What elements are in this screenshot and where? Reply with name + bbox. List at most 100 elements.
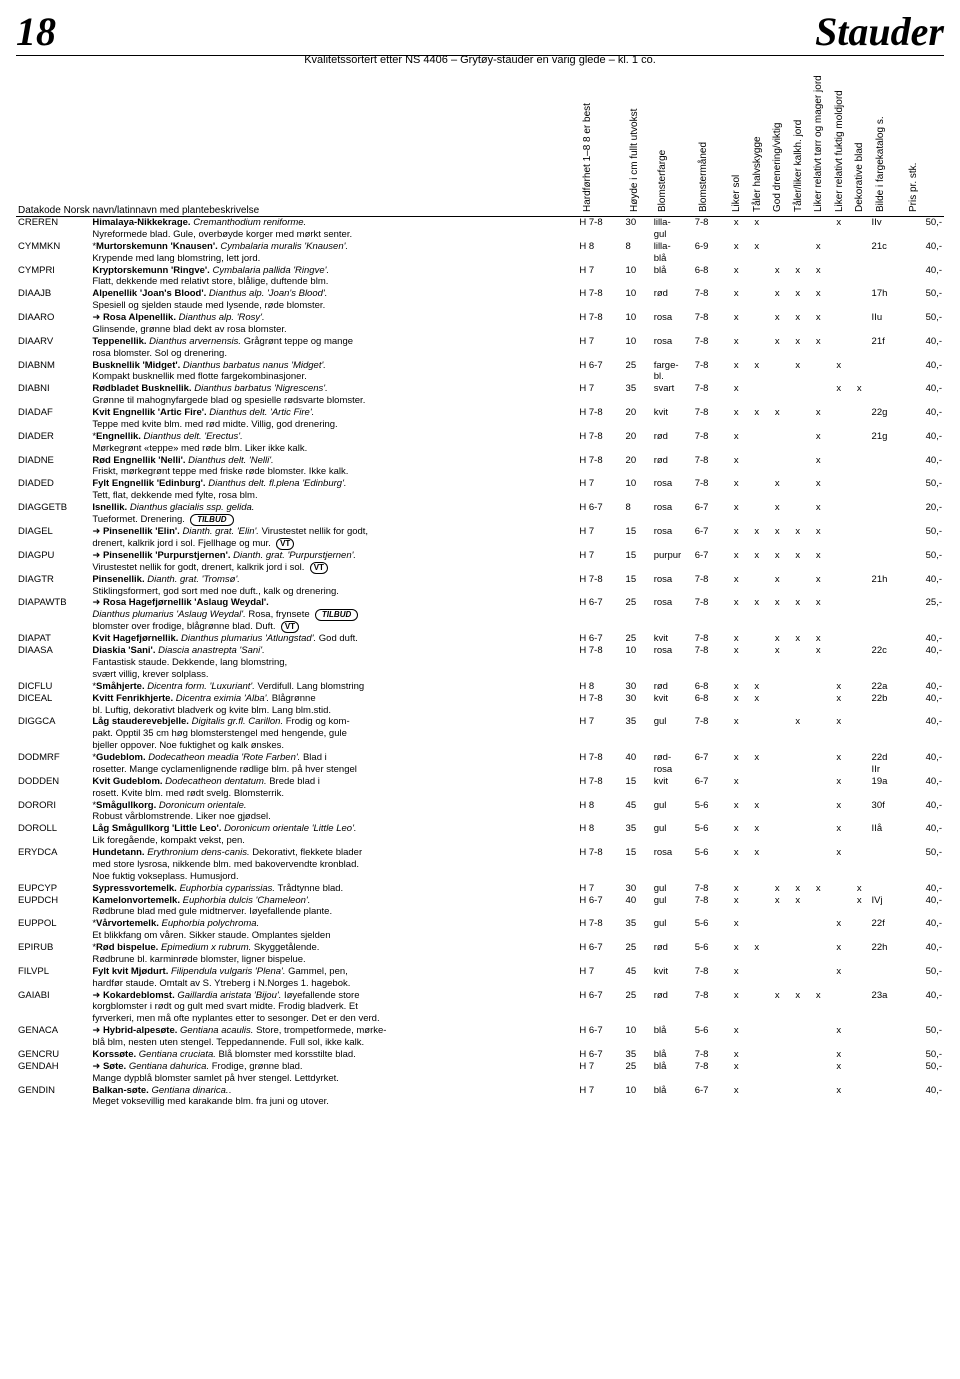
color-cell: rosa — [652, 645, 693, 681]
month-cell: 7-8 — [693, 895, 726, 919]
mark-cell — [849, 693, 870, 717]
mark-cell: x — [829, 1025, 850, 1049]
height-cell: 10 — [624, 1025, 652, 1049]
mark-cell — [747, 455, 768, 479]
mark-cell — [849, 966, 870, 990]
color-cell: rød — [652, 942, 693, 966]
mark-cell — [849, 776, 870, 800]
mark-cell: x — [747, 823, 768, 847]
month-cell: 6-8 — [693, 265, 726, 289]
mark-cell — [788, 918, 809, 942]
img-ref-cell — [870, 633, 903, 645]
hardiness-cell: H 7-8 — [577, 574, 623, 598]
month-cell: 5-6 — [693, 1025, 726, 1049]
img-ref-cell: 21g — [870, 431, 903, 455]
mark-cell: x — [726, 693, 747, 717]
mark-cell — [767, 431, 788, 455]
height-cell: 25 — [624, 360, 652, 384]
mark-cell — [808, 1061, 829, 1085]
desc-cell: *Vårvortemelk. Euphorbia polychroma.Et b… — [90, 918, 577, 942]
mark-cell: x — [829, 716, 850, 752]
mark-cell — [788, 800, 809, 824]
hardiness-cell: H 6-7 — [577, 895, 623, 919]
mark-cell: x — [726, 800, 747, 824]
mark-cell — [767, 1049, 788, 1061]
month-cell: 7-8 — [693, 645, 726, 681]
mark-cell — [808, 966, 829, 990]
mark-cell: x — [788, 716, 809, 752]
mark-cell — [808, 681, 829, 693]
hardiness-cell: H 8 — [577, 800, 623, 824]
mark-cell — [788, 681, 809, 693]
color-cell: rosa — [652, 336, 693, 360]
mark-cell: x — [808, 550, 829, 574]
price-cell: 50,- — [903, 550, 944, 574]
price-cell: 40,- — [903, 265, 944, 289]
mark-cell — [808, 1049, 829, 1061]
mark-cell — [808, 693, 829, 717]
mark-cell: x — [808, 312, 829, 336]
color-cell: blå — [652, 1061, 693, 1085]
month-cell: 6-8 — [693, 681, 726, 693]
mark-cell — [747, 1061, 768, 1085]
month-cell: 6-9 — [693, 241, 726, 265]
mark-cell: x — [829, 752, 850, 776]
hardiness-cell: H 7 — [577, 478, 623, 502]
mark-cell: x — [788, 990, 809, 1026]
mark-cell: x — [767, 407, 788, 431]
code-cell: DIAGPU — [16, 550, 90, 574]
month-cell: 6-7 — [693, 1085, 726, 1109]
mark-cell: x — [849, 895, 870, 919]
hardiness-cell: H 7-8 — [577, 288, 623, 312]
mark-cell: x — [747, 360, 768, 384]
code-cell: DIADER — [16, 431, 90, 455]
mark-cell: x — [767, 478, 788, 502]
mark-cell: x — [726, 574, 747, 598]
desc-cell: *Smågullkorg. Doronicum orientale.Robust… — [90, 800, 577, 824]
color-cell: kvit — [652, 776, 693, 800]
mark-cell: x — [747, 407, 768, 431]
mark-cell — [788, 574, 809, 598]
code-cell: DIAARV — [16, 336, 90, 360]
mark-cell — [808, 383, 829, 407]
mark-cell — [747, 918, 768, 942]
img-ref-cell — [870, 455, 903, 479]
color-cell: blå — [652, 1049, 693, 1061]
mark-cell: x — [726, 526, 747, 550]
mark-cell: x — [726, 431, 747, 455]
color-cell: rød — [652, 990, 693, 1026]
mark-cell — [788, 1061, 809, 1085]
mark-cell — [767, 383, 788, 407]
img-ref-cell: IIu — [870, 312, 903, 336]
table-row: DIABNIRødbladet Busknellik. Dianthus bar… — [16, 383, 944, 407]
desc-cell: Rød Engnellik 'Nelli'. Dianthus delt. 'N… — [90, 455, 577, 479]
hardiness-cell: H 6-7 — [577, 502, 623, 526]
table-row: GENDAH➜ Søte. Gentiana dahurica. Frodige… — [16, 1061, 944, 1085]
mark-cell — [849, 265, 870, 289]
code-cell: DODDEN — [16, 776, 90, 800]
mark-cell: x — [747, 752, 768, 776]
mark-cell — [788, 217, 809, 241]
col-header: Dekorative blad — [849, 72, 870, 217]
col-header: Pris pr. stk. — [903, 72, 944, 217]
desc-cell: Fylt kvit Mjødurt. Filipendula vulgaris … — [90, 966, 577, 990]
mark-cell: x — [829, 942, 850, 966]
mark-cell: x — [767, 574, 788, 598]
mark-cell — [767, 847, 788, 883]
height-cell: 10 — [624, 1085, 652, 1109]
desc-cell: ➜ Hybrid-alpesøte. Gentiana acaulis. Sto… — [90, 1025, 577, 1049]
height-cell: 30 — [624, 681, 652, 693]
table-row: ERYDCAHundetann. Erythronium dens-canis.… — [16, 847, 944, 883]
height-cell: 20 — [624, 431, 652, 455]
table-row: CYMPRIKryptorskemunn 'Ringve'. Cymbalari… — [16, 265, 944, 289]
mark-cell — [829, 478, 850, 502]
table-row: DIAGPU➜ Pinsenellik 'Purpurstjernen'. Di… — [16, 550, 944, 574]
desc-cell: Låg Smågullkorg 'Little Leo'. Doronicum … — [90, 823, 577, 847]
mark-cell — [849, 823, 870, 847]
mark-cell — [849, 478, 870, 502]
mark-cell — [788, 966, 809, 990]
mark-cell — [808, 1025, 829, 1049]
desc-cell: Låg stauderevebjelle. Digitalis gr.fl. C… — [90, 716, 577, 752]
mark-cell: x — [726, 633, 747, 645]
mark-cell: x — [726, 942, 747, 966]
